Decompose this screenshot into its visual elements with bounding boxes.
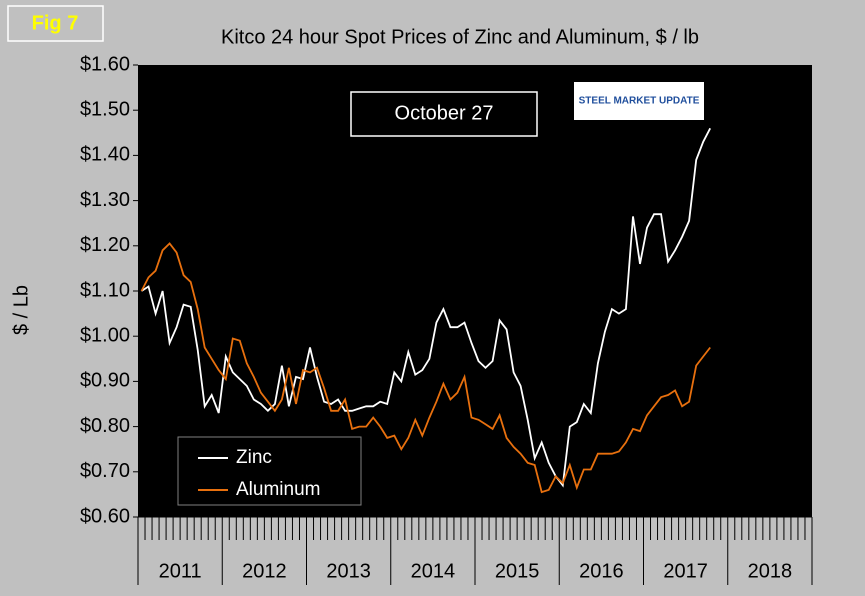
x-year-label: 2017 — [663, 560, 708, 582]
y-tick-label: $1.30 — [80, 189, 130, 211]
logo-box — [574, 82, 704, 120]
x-year-label: 2012 — [242, 560, 287, 582]
logo: STEEL MARKET UPDATE — [579, 96, 700, 107]
y-tick-label: $1.20 — [80, 234, 130, 256]
legend: Zinc Aluminum — [177, 436, 362, 506]
x-year-label: 2014 — [411, 560, 456, 582]
x-year-label: 2015 — [495, 560, 540, 582]
y-tick-label: $1.10 — [80, 279, 130, 301]
legend-label: Zinc — [236, 447, 272, 468]
date-badge-text: October 27 — [395, 102, 494, 124]
legend-box — [177, 436, 362, 506]
x-year-label: 2013 — [326, 560, 371, 582]
y-tick-label: $1.60 — [80, 53, 130, 75]
y-tick-label: $0.60 — [80, 505, 130, 527]
chart-title: Kitco 24 hour Spot Prices of Zinc and Al… — [221, 26, 699, 48]
y-tick-label: $0.80 — [80, 415, 130, 437]
x-year-label: 2011 — [159, 560, 202, 582]
legend-label: Aluminum — [236, 479, 320, 500]
fig-box — [7, 5, 104, 42]
series-line — [141, 127, 711, 488]
date-badge — [350, 91, 538, 137]
y-tick-label: $1.40 — [80, 144, 130, 166]
fig-label: Fig 7 — [32, 12, 79, 34]
y-tick-label: $1.00 — [80, 324, 130, 346]
x-year-label: 2018 — [748, 560, 793, 582]
series-line — [140, 242, 711, 494]
y-tick-label: $1.50 — [80, 98, 130, 120]
y-tick-label: $0.70 — [80, 460, 130, 482]
y-tick-label: $0.90 — [80, 370, 130, 392]
y-axis-label: $ / Lb — [10, 285, 32, 335]
x-year-label: 2016 — [579, 560, 624, 582]
